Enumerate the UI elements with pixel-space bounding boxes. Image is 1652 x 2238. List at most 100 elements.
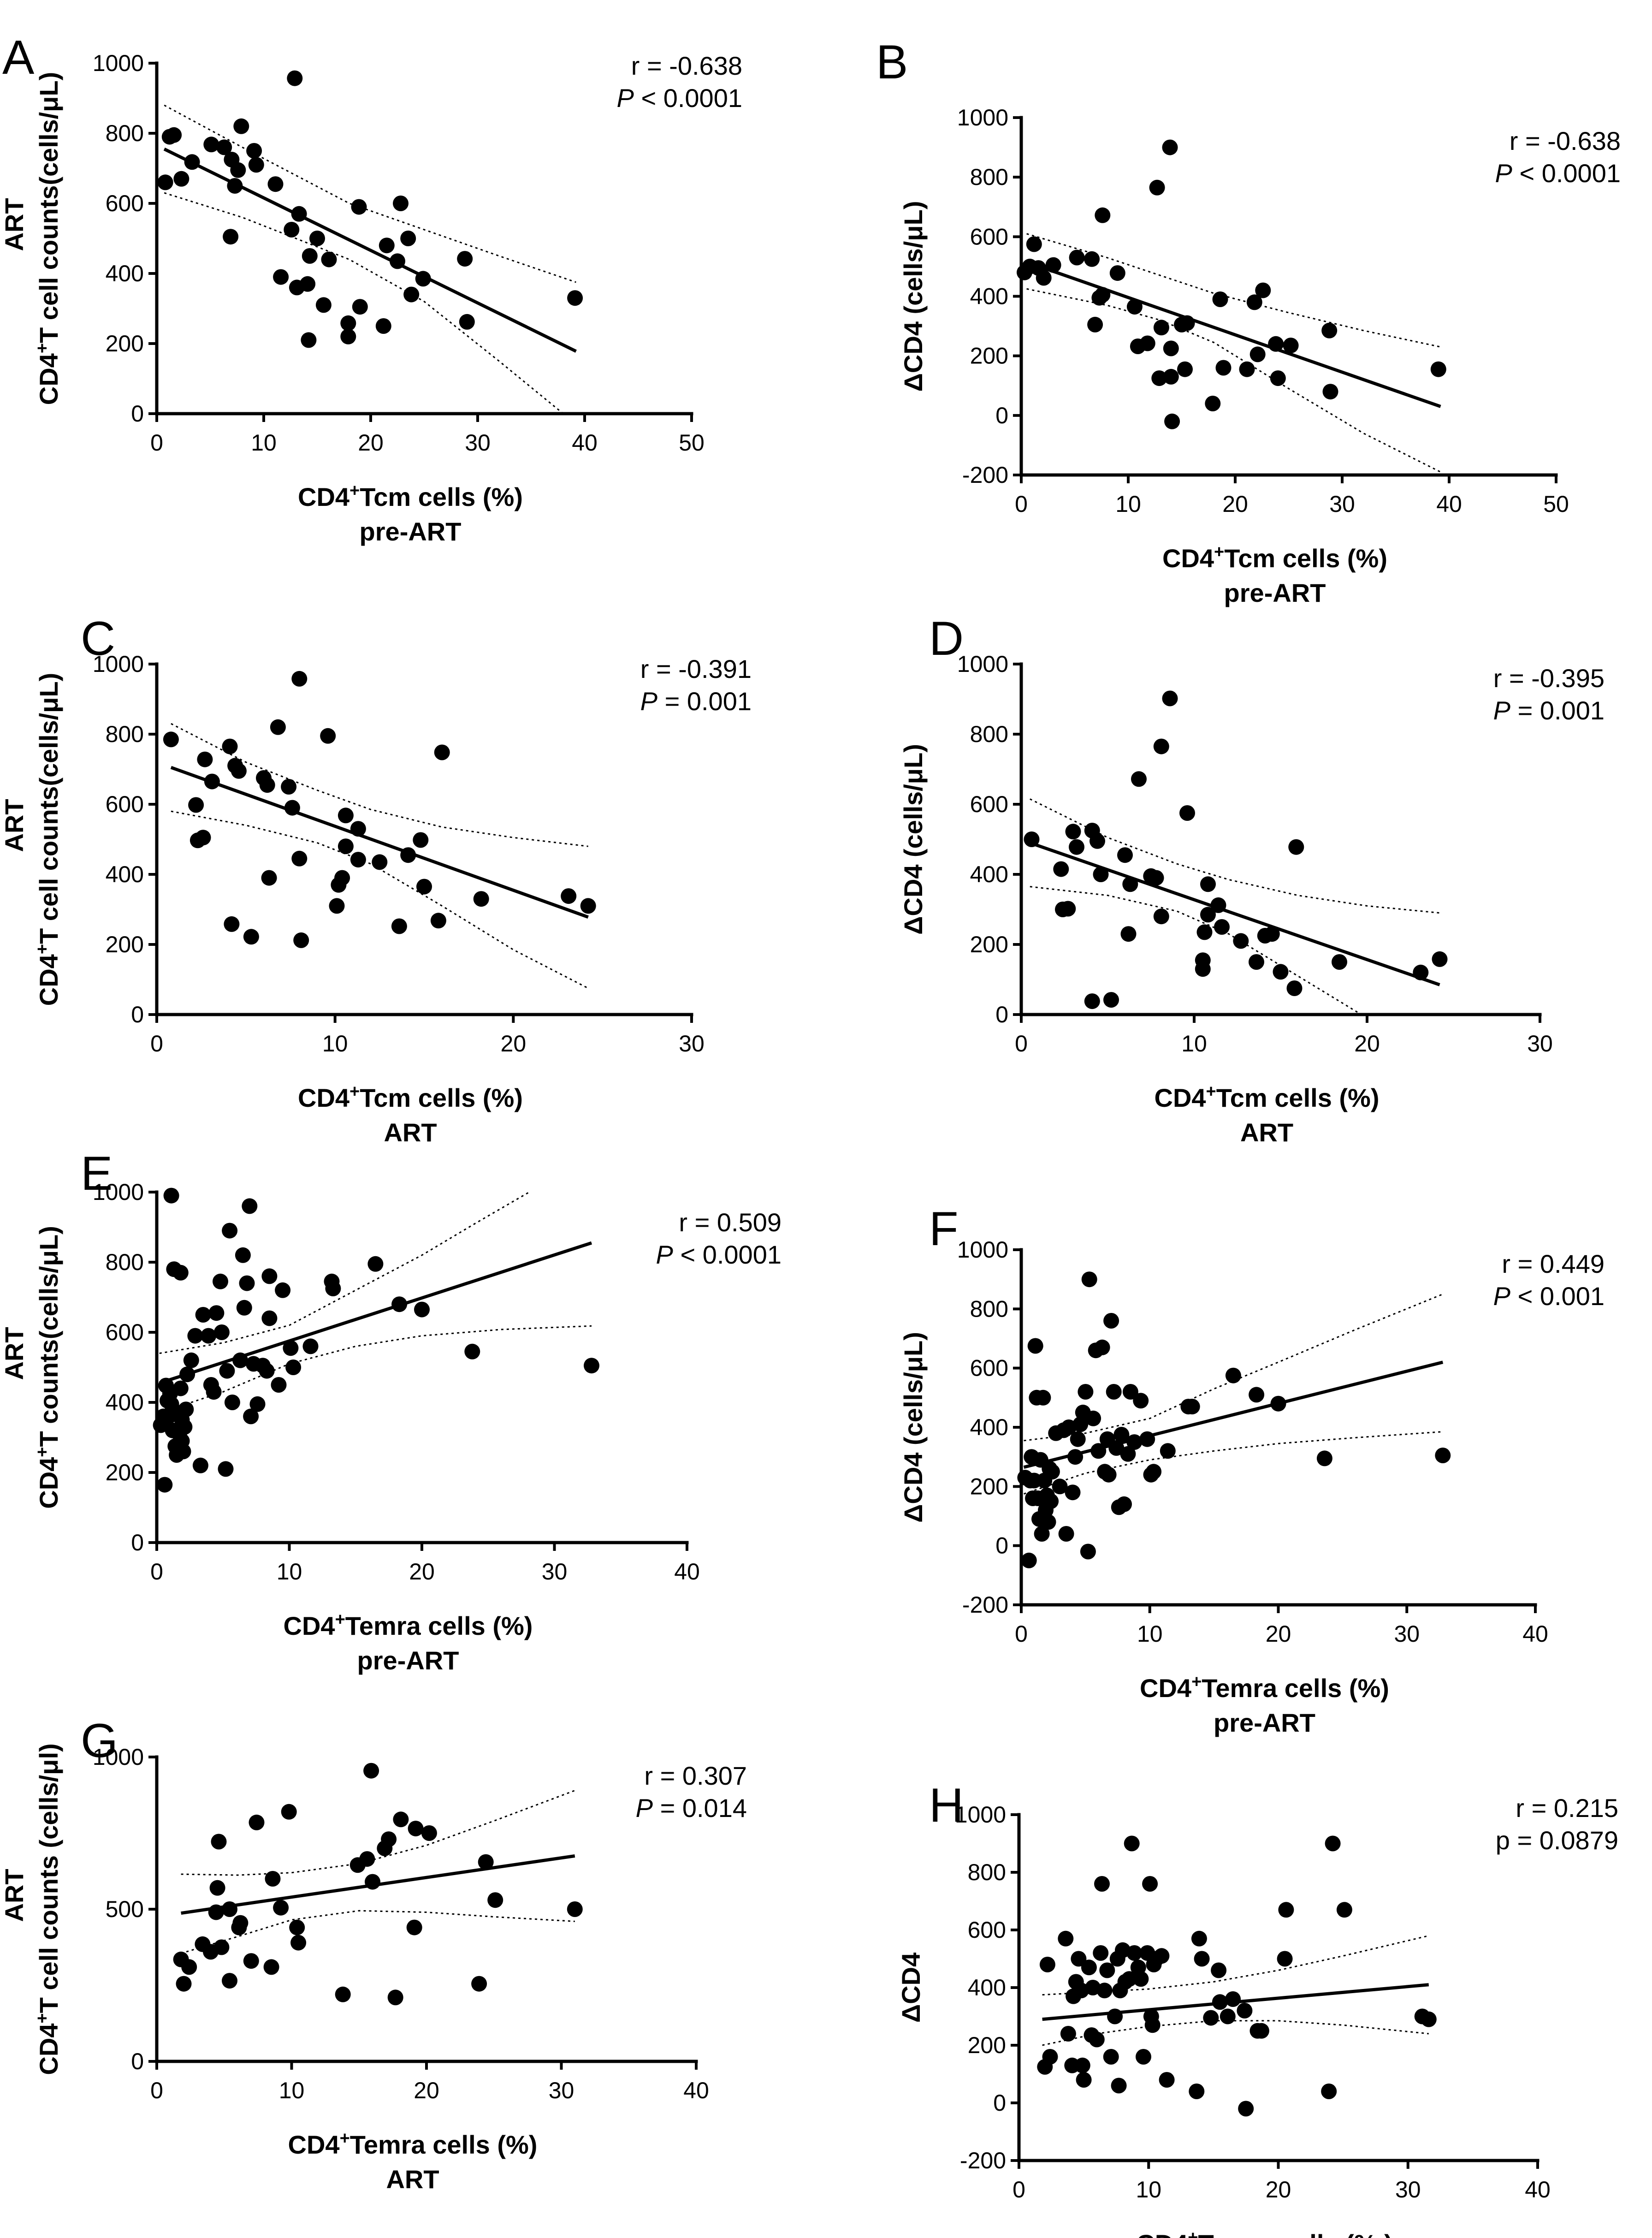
data-point xyxy=(1103,1313,1119,1329)
data-point xyxy=(350,821,366,837)
y-tick-label: 400 xyxy=(106,261,144,286)
data-point xyxy=(181,1959,197,1975)
data-point xyxy=(183,1352,199,1368)
x-axis-sublabel: ART xyxy=(384,1118,437,1147)
y-tick-label: 1000 xyxy=(957,1237,1008,1263)
data-point xyxy=(1264,926,1280,942)
data-point xyxy=(1035,1389,1051,1406)
data-point xyxy=(340,328,356,344)
data-point xyxy=(1246,294,1262,310)
y-tick-label: 0 xyxy=(993,2090,1006,2116)
x-tick-label: 20 xyxy=(358,430,384,456)
data-point xyxy=(1179,805,1195,821)
data-point xyxy=(1074,2057,1090,2073)
data-point xyxy=(309,231,325,246)
ci-upper-band xyxy=(171,723,588,847)
x-axis-sublabel: pre-ART xyxy=(1214,1708,1315,1737)
data-point xyxy=(1203,2010,1219,2026)
y-tick-label: 0 xyxy=(131,2048,144,2074)
data-point xyxy=(1179,315,1195,331)
correlation-r: r = -0.395 xyxy=(1493,664,1605,693)
data-point xyxy=(291,206,307,222)
y-tick-label: 1000 xyxy=(93,651,144,677)
data-point xyxy=(400,847,416,863)
data-point xyxy=(1080,1543,1096,1560)
data-point xyxy=(1316,1450,1332,1466)
data-point xyxy=(289,1919,305,1935)
y-tick-label: 800 xyxy=(970,721,1008,747)
x-tick-label: 0 xyxy=(150,1031,163,1057)
data-point xyxy=(1107,2008,1123,2024)
data-point xyxy=(1067,1449,1084,1465)
data-point xyxy=(232,1915,249,1931)
y-tick-label: 400 xyxy=(106,861,144,887)
data-point xyxy=(224,1395,240,1410)
data-point xyxy=(1136,2049,1151,2065)
data-point xyxy=(1139,335,1155,351)
data-point xyxy=(267,176,284,192)
data-point xyxy=(177,1419,193,1435)
data-point xyxy=(1045,257,1061,273)
data-point xyxy=(338,838,354,855)
data-point xyxy=(340,315,356,331)
data-point xyxy=(1163,368,1179,385)
data-point xyxy=(1120,1446,1136,1462)
x-tick-label: 0 xyxy=(1013,2177,1025,2202)
data-point xyxy=(287,70,303,86)
data-point xyxy=(232,1352,249,1368)
x-axis-sublabel: pre-ART xyxy=(1224,578,1326,607)
data-point xyxy=(1162,139,1178,155)
x-tick-label: 40 xyxy=(1525,2177,1551,2202)
panel-b: B 0 10 20 30 40 50 -200 0 200 400 600 800 1000 r = -0.… xyxy=(876,36,1621,607)
data-point xyxy=(1101,1466,1117,1483)
data-point xyxy=(1053,861,1069,877)
data-point xyxy=(1212,1994,1228,2010)
data-point xyxy=(1162,690,1178,706)
y-tick-label: 0 xyxy=(131,1002,144,1027)
x-axis-sublabel: ART xyxy=(1240,1118,1293,1147)
x-tick-label: 10 xyxy=(277,1559,302,1585)
data-point xyxy=(284,800,300,816)
data-point xyxy=(1200,907,1216,923)
data-point xyxy=(1153,320,1169,336)
data-point xyxy=(413,832,429,848)
regression-line xyxy=(159,1241,592,1385)
y-axis-label: CD4+T cell counts(cells/μL) xyxy=(33,673,63,1006)
y-axis-label: ΔCD4 (cells/μL) xyxy=(899,744,928,935)
data-point xyxy=(434,744,450,760)
data-point xyxy=(1184,1399,1200,1415)
y-tick-label: 400 xyxy=(968,1975,1006,2001)
correlation-p: P = 0.001 xyxy=(640,687,752,716)
data-point xyxy=(1126,299,1143,315)
data-point xyxy=(1144,2017,1161,2033)
data-point xyxy=(1322,384,1338,400)
data-point xyxy=(1096,1983,1113,1999)
data-point xyxy=(1044,1464,1060,1480)
correlation-r: r = -0.638 xyxy=(631,51,742,80)
data-point xyxy=(1042,2049,1058,2065)
data-point xyxy=(222,1223,238,1239)
y-tick-label: 600 xyxy=(106,1319,144,1345)
data-point xyxy=(179,1366,195,1383)
data-point xyxy=(1283,338,1299,354)
panel-letter-c: C xyxy=(81,612,115,665)
panel-letter-e: E xyxy=(81,1147,113,1200)
ci-upper-band xyxy=(164,104,576,283)
y-tick-label: 200 xyxy=(106,331,144,356)
ci-upper-band xyxy=(159,1191,530,1354)
x-tick-label: 10 xyxy=(322,1031,348,1057)
data-point xyxy=(1237,2003,1253,2018)
data-point xyxy=(393,196,409,211)
data-point xyxy=(259,1363,275,1379)
data-point xyxy=(320,728,336,744)
data-point xyxy=(1069,839,1084,855)
data-point xyxy=(1225,1367,1241,1383)
ci-upper-band xyxy=(1030,798,1440,914)
data-point xyxy=(1220,2008,1236,2024)
data-point xyxy=(1277,1951,1293,1967)
data-point xyxy=(203,137,219,153)
data-point xyxy=(197,751,213,767)
x-tick-label: 10 xyxy=(251,430,277,456)
correlation-r: r = 0.307 xyxy=(644,1761,747,1790)
